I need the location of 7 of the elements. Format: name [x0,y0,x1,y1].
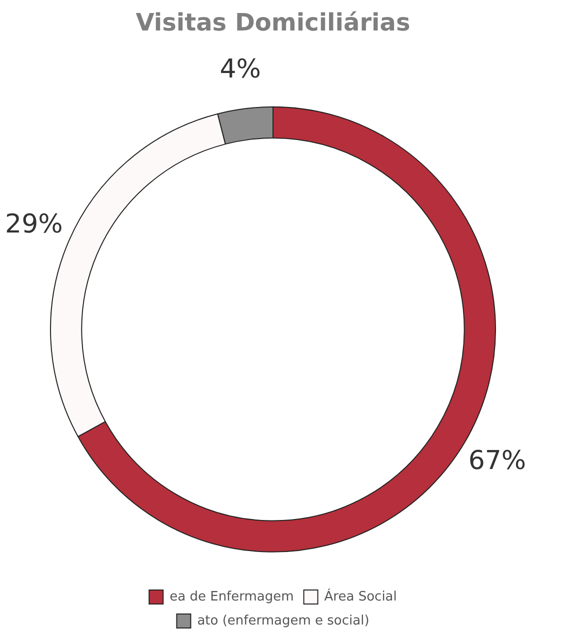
chart-title: Visitas Domiciliárias [136,8,410,37]
data-label: 67% [468,446,526,476]
data-label: 29% [5,210,63,240]
data-label: 4% [220,54,261,85]
legend-label: ea de Enfermagem [170,589,294,604]
legend-label: ato (enfermagem e social) [197,613,370,628]
legend-label: Área Social [324,587,397,604]
